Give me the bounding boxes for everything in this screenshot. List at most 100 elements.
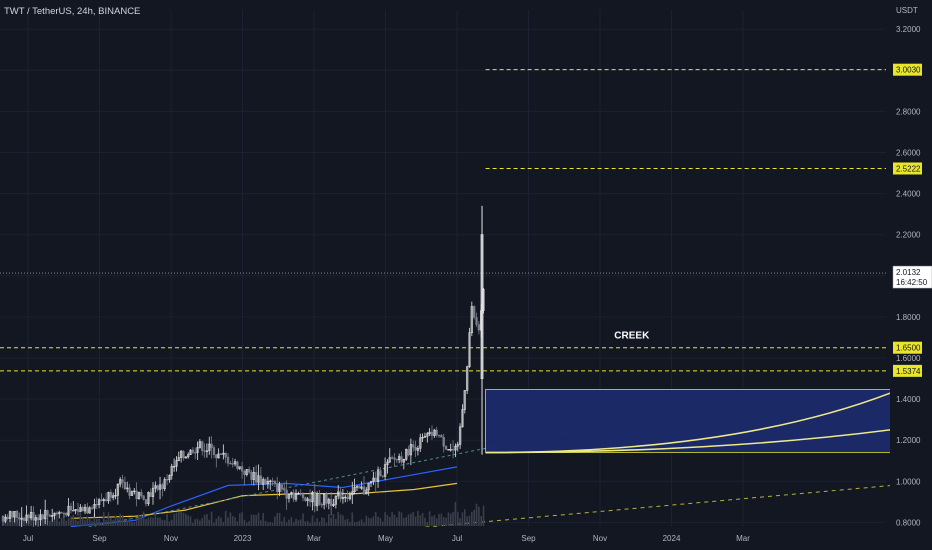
price-tick-label: 1.2000 — [896, 436, 921, 445]
volume-bar — [95, 518, 98, 526]
candle-body — [20, 517, 23, 520]
volume-bar — [292, 522, 295, 526]
volume-bar — [79, 511, 82, 526]
candle-body — [97, 499, 101, 506]
volume-bar — [438, 513, 440, 526]
candle-body — [231, 463, 234, 465]
volume-bar — [381, 521, 384, 526]
candle-body — [398, 456, 401, 461]
candle-body — [6, 516, 9, 519]
volume-bar — [393, 514, 396, 526]
volume-bar — [295, 518, 297, 526]
volume-bar — [107, 512, 110, 526]
trendline — [385, 481, 932, 532]
volume-bar — [384, 512, 386, 526]
time-tick-label: Sep — [92, 534, 107, 543]
volume-bar — [182, 512, 185, 526]
volume-bar — [126, 520, 129, 526]
volume-bar — [276, 513, 279, 526]
volume-bar — [388, 517, 391, 526]
candle-body — [454, 445, 457, 451]
candle-body — [358, 485, 361, 489]
volume-bar — [482, 505, 485, 526]
candle-body — [175, 460, 178, 467]
candle-body — [44, 510, 47, 520]
candle-body — [179, 450, 183, 458]
volume-bar — [100, 522, 103, 526]
volume-bar — [335, 518, 337, 526]
volume-bar — [473, 509, 475, 526]
candle-body — [126, 487, 129, 490]
candle-body — [27, 514, 30, 519]
price-tick-label: 2.6000 — [896, 149, 921, 158]
volume-bar — [309, 522, 311, 526]
candle-body — [32, 511, 35, 521]
level-tag-bg — [893, 341, 922, 354]
volume-bar — [88, 519, 91, 526]
candle-body — [233, 461, 237, 465]
volume-bar — [356, 522, 358, 526]
candle-body — [205, 450, 209, 452]
volume-bar — [267, 522, 269, 526]
volume-bar — [65, 520, 68, 526]
volume-bar — [332, 514, 335, 526]
time-tick-label: Nov — [593, 534, 607, 543]
candle-body — [294, 493, 298, 500]
volume-bar — [98, 518, 100, 526]
candle-body — [86, 506, 89, 514]
candle-body — [306, 498, 309, 501]
candle-body — [318, 494, 321, 505]
volume-bar — [398, 511, 400, 526]
candle-body — [39, 514, 42, 521]
price-axis[interactable]: USDT3.20003.00002.80002.60002.40002.2000… — [890, 0, 932, 550]
candle-body — [440, 435, 443, 438]
candle-body — [269, 480, 272, 482]
candle-body — [130, 491, 134, 496]
support-zone-layer[interactable]: SUPPORT — [485, 389, 932, 453]
volume-bar — [194, 519, 197, 526]
volume-bar — [16, 522, 18, 526]
candle-body — [360, 486, 363, 489]
candle-body — [229, 463, 232, 465]
candle-body — [22, 517, 26, 521]
volume-bar — [403, 518, 405, 526]
candle-body — [250, 472, 253, 480]
candles-layer — [1, 205, 485, 529]
candle-body — [90, 507, 94, 509]
candle-body — [210, 443, 213, 448]
time-axis[interactable]: Jul Sep Nov 2023 Mar May Jul Sep Nov 2024 Mar — [0, 527, 932, 550]
volume-bar — [400, 512, 403, 526]
candle-body — [257, 475, 260, 483]
candle-body — [337, 491, 340, 497]
volume-bar — [224, 511, 227, 526]
volume-bar — [264, 520, 267, 526]
level-tag-bg — [893, 162, 922, 175]
volume-bar — [405, 517, 407, 526]
candle-body — [79, 507, 82, 512]
candle-body — [341, 497, 345, 499]
support-zone[interactable] — [485, 389, 932, 453]
candle-body — [222, 452, 225, 455]
volume-bar — [468, 515, 471, 526]
candle-body — [451, 449, 455, 451]
volume-bar — [262, 513, 264, 526]
volume-bar — [117, 518, 119, 526]
volume-bar — [110, 517, 112, 526]
volume-bar — [206, 514, 208, 526]
candle-body — [313, 491, 316, 507]
candle-body — [353, 487, 356, 493]
candle-body — [327, 499, 330, 504]
candle-body — [381, 475, 384, 477]
candle-body — [301, 493, 305, 498]
candle-body — [34, 517, 37, 521]
volume-bar — [386, 515, 389, 526]
candle-body — [344, 496, 347, 499]
volume-bar — [177, 511, 180, 526]
candle-body — [60, 512, 63, 514]
volume-bar — [269, 522, 272, 526]
volume-bar — [328, 513, 330, 526]
volume-bar — [440, 513, 443, 526]
volume-bar — [358, 520, 361, 526]
volume-bar — [51, 522, 54, 526]
